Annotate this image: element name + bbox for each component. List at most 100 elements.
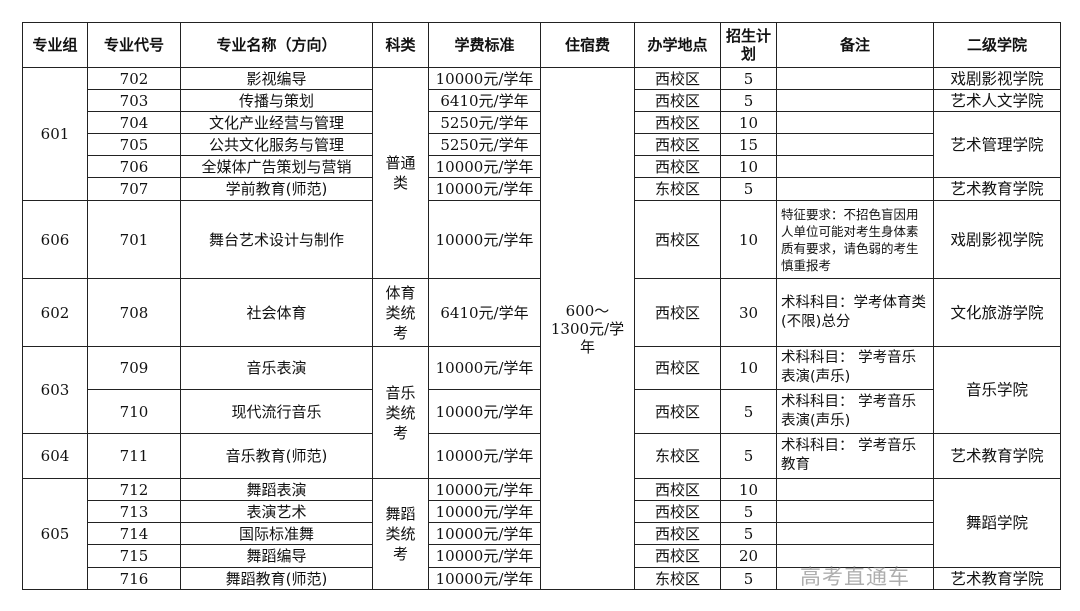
table-row: 604 711 音乐教育(师范) 10000元/学年 东校区 5 术科科目： 学考音乐教育艺…: [22, 433, 1061, 479]
code-cell: 713: [87, 500, 181, 523]
major-name-cell: 社会体育: [180, 278, 373, 347]
tuition-cell: 10000元/学年: [428, 200, 541, 279]
campus-cell: 东校区: [634, 433, 721, 479]
column-header: 科类: [372, 22, 429, 68]
note-cell: [776, 89, 934, 112]
code-cell: 705: [87, 133, 181, 156]
plan-cell: 10: [720, 346, 777, 390]
plan-cell: 20: [720, 544, 777, 568]
code-cell: 716: [87, 567, 181, 590]
college-cell: 文化旅游学院: [933, 278, 1061, 347]
code-cell: 706: [87, 155, 181, 178]
college-cell: 艺术教育学院: [933, 433, 1061, 479]
code-cell: 710: [87, 389, 181, 434]
college-cell: 艺术教育学院: [933, 567, 1061, 590]
college-cell: 戏剧影视学院: [933, 67, 1061, 90]
tuition-cell: 10000元/学年: [428, 155, 541, 178]
tuition-cell: 10000元/学年: [428, 433, 541, 479]
note-cell: [776, 500, 934, 523]
note-cell: 术科科目：学考体育类(不限)总分: [776, 278, 934, 347]
group-cell: 604: [22, 433, 88, 479]
table-row: 603 709 音乐表演 音乐类统考 10000元/学年 西校区 10 术科科目： 学考音乐表…: [22, 346, 1061, 479]
college-cell: 戏剧影视学院: [933, 200, 1061, 279]
college-cell: 艺术人文学院: [933, 89, 1061, 112]
campus-cell: 西校区: [634, 544, 721, 568]
campus-cell: 西校区: [634, 133, 721, 156]
note-cell: 术科科目： 学考音乐教育: [776, 433, 934, 479]
major-name-cell: 舞蹈编导: [180, 544, 373, 568]
tuition-cell: 5250元/学年: [428, 111, 541, 134]
code-cell: 709: [87, 346, 181, 390]
tuition-cell: 10000元/学年: [428, 346, 541, 390]
note-cell: [776, 522, 934, 545]
college-cell: 音乐学院: [933, 346, 1061, 434]
tuition-cell: 10000元/学年: [428, 177, 541, 201]
note-cell: [776, 155, 934, 178]
column-header: 招生计划: [720, 22, 777, 68]
plan-cell: 30: [720, 278, 777, 347]
campus-cell: 西校区: [634, 346, 721, 390]
tuition-cell: 6410元/学年: [428, 278, 541, 347]
code-cell: 703: [87, 89, 181, 112]
table-row: 601 702 影视编导 普通类 10000元/学年 600～1300元/学年 西校区 5 戏剧…: [22, 67, 1061, 590]
plan-cell: 5: [720, 67, 777, 90]
accommodation-cell: 600～1300元/学年: [540, 67, 635, 590]
note-cell: [776, 177, 934, 201]
campus-cell: 西校区: [634, 478, 721, 501]
category-cell: 普通类: [372, 67, 429, 279]
campus-cell: 西校区: [634, 89, 721, 112]
campus-cell: 东校区: [634, 177, 721, 201]
tuition-cell: 10000元/学年: [428, 478, 541, 501]
category-cell: 舞蹈类统考: [372, 478, 429, 590]
table-row: 713 表演艺术 10000元/学年 西校区 5: [23, 500, 1061, 523]
major-name-cell: 表演艺术: [180, 500, 373, 523]
major-name-cell: 现代流行音乐: [180, 389, 373, 434]
column-header: 专业组: [22, 22, 88, 68]
code-cell: 702: [87, 67, 181, 90]
plan-cell: 5: [720, 433, 777, 479]
column-header: 学费标准: [428, 22, 541, 68]
plan-cell: 5: [720, 89, 777, 112]
watermark: 高考直通车: [800, 565, 910, 589]
plan-cell: 15: [720, 133, 777, 156]
campus-cell: 西校区: [634, 67, 721, 90]
major-name-cell: 音乐表演: [180, 346, 373, 390]
campus-cell: 西校区: [634, 522, 721, 545]
note-cell: [776, 111, 934, 134]
tuition-cell: 6410元/学年: [428, 89, 541, 112]
group-cell: 601: [22, 67, 88, 201]
major-name-cell: 影视编导: [180, 67, 373, 90]
note-cell: 特征要求：不招色盲因用人单位可能对考生身体素质有要求，请色弱的考生慎重报考: [776, 200, 934, 279]
group-cell: 605: [22, 478, 88, 590]
column-header: 住宿费: [540, 22, 635, 68]
plan-cell: 5: [720, 177, 777, 201]
plan-cell: 5: [720, 500, 777, 523]
table-row: 605 712 舞蹈表演 舞蹈类统考 10000元/学年 西校区 10 舞蹈学院: [22, 478, 1061, 590]
college-cell: 艺术教育学院: [933, 177, 1061, 201]
code-cell: 707: [87, 177, 181, 201]
note-cell: [776, 478, 934, 501]
code-cell: 708: [87, 278, 181, 347]
code-cell: 711: [87, 433, 181, 479]
tuition-cell: 10000元/学年: [428, 522, 541, 545]
code-cell: 712: [87, 478, 181, 501]
column-header: 专业名称（方向）: [180, 22, 373, 68]
note-cell: [776, 67, 934, 90]
plan-cell: 5: [720, 389, 777, 434]
column-header: 专业代号: [87, 22, 181, 68]
plan-cell: 5: [720, 567, 777, 590]
campus-cell: 东校区: [634, 567, 721, 590]
plan-cell: 10: [720, 478, 777, 501]
major-name-cell: 音乐教育(师范): [180, 433, 373, 479]
group-cell: 606: [22, 200, 88, 279]
major-name-cell: 国际标准舞: [180, 522, 373, 545]
campus-cell: 西校区: [634, 200, 721, 279]
tuition-cell: 10000元/学年: [428, 500, 541, 523]
group-cell: 602: [22, 278, 88, 347]
college-cell: 舞蹈学院: [933, 478, 1061, 568]
table-row: 704 文化产业经营与管理 5250元/学年 西校区 10 艺术管理学院: [23, 111, 1061, 178]
tuition-cell: 10000元/学年: [428, 67, 541, 90]
table-row: 705 公共文化服务与管理 5250元/学年 西校区 15: [23, 133, 1061, 156]
column-header: 备注: [776, 22, 934, 68]
campus-cell: 西校区: [634, 389, 721, 434]
